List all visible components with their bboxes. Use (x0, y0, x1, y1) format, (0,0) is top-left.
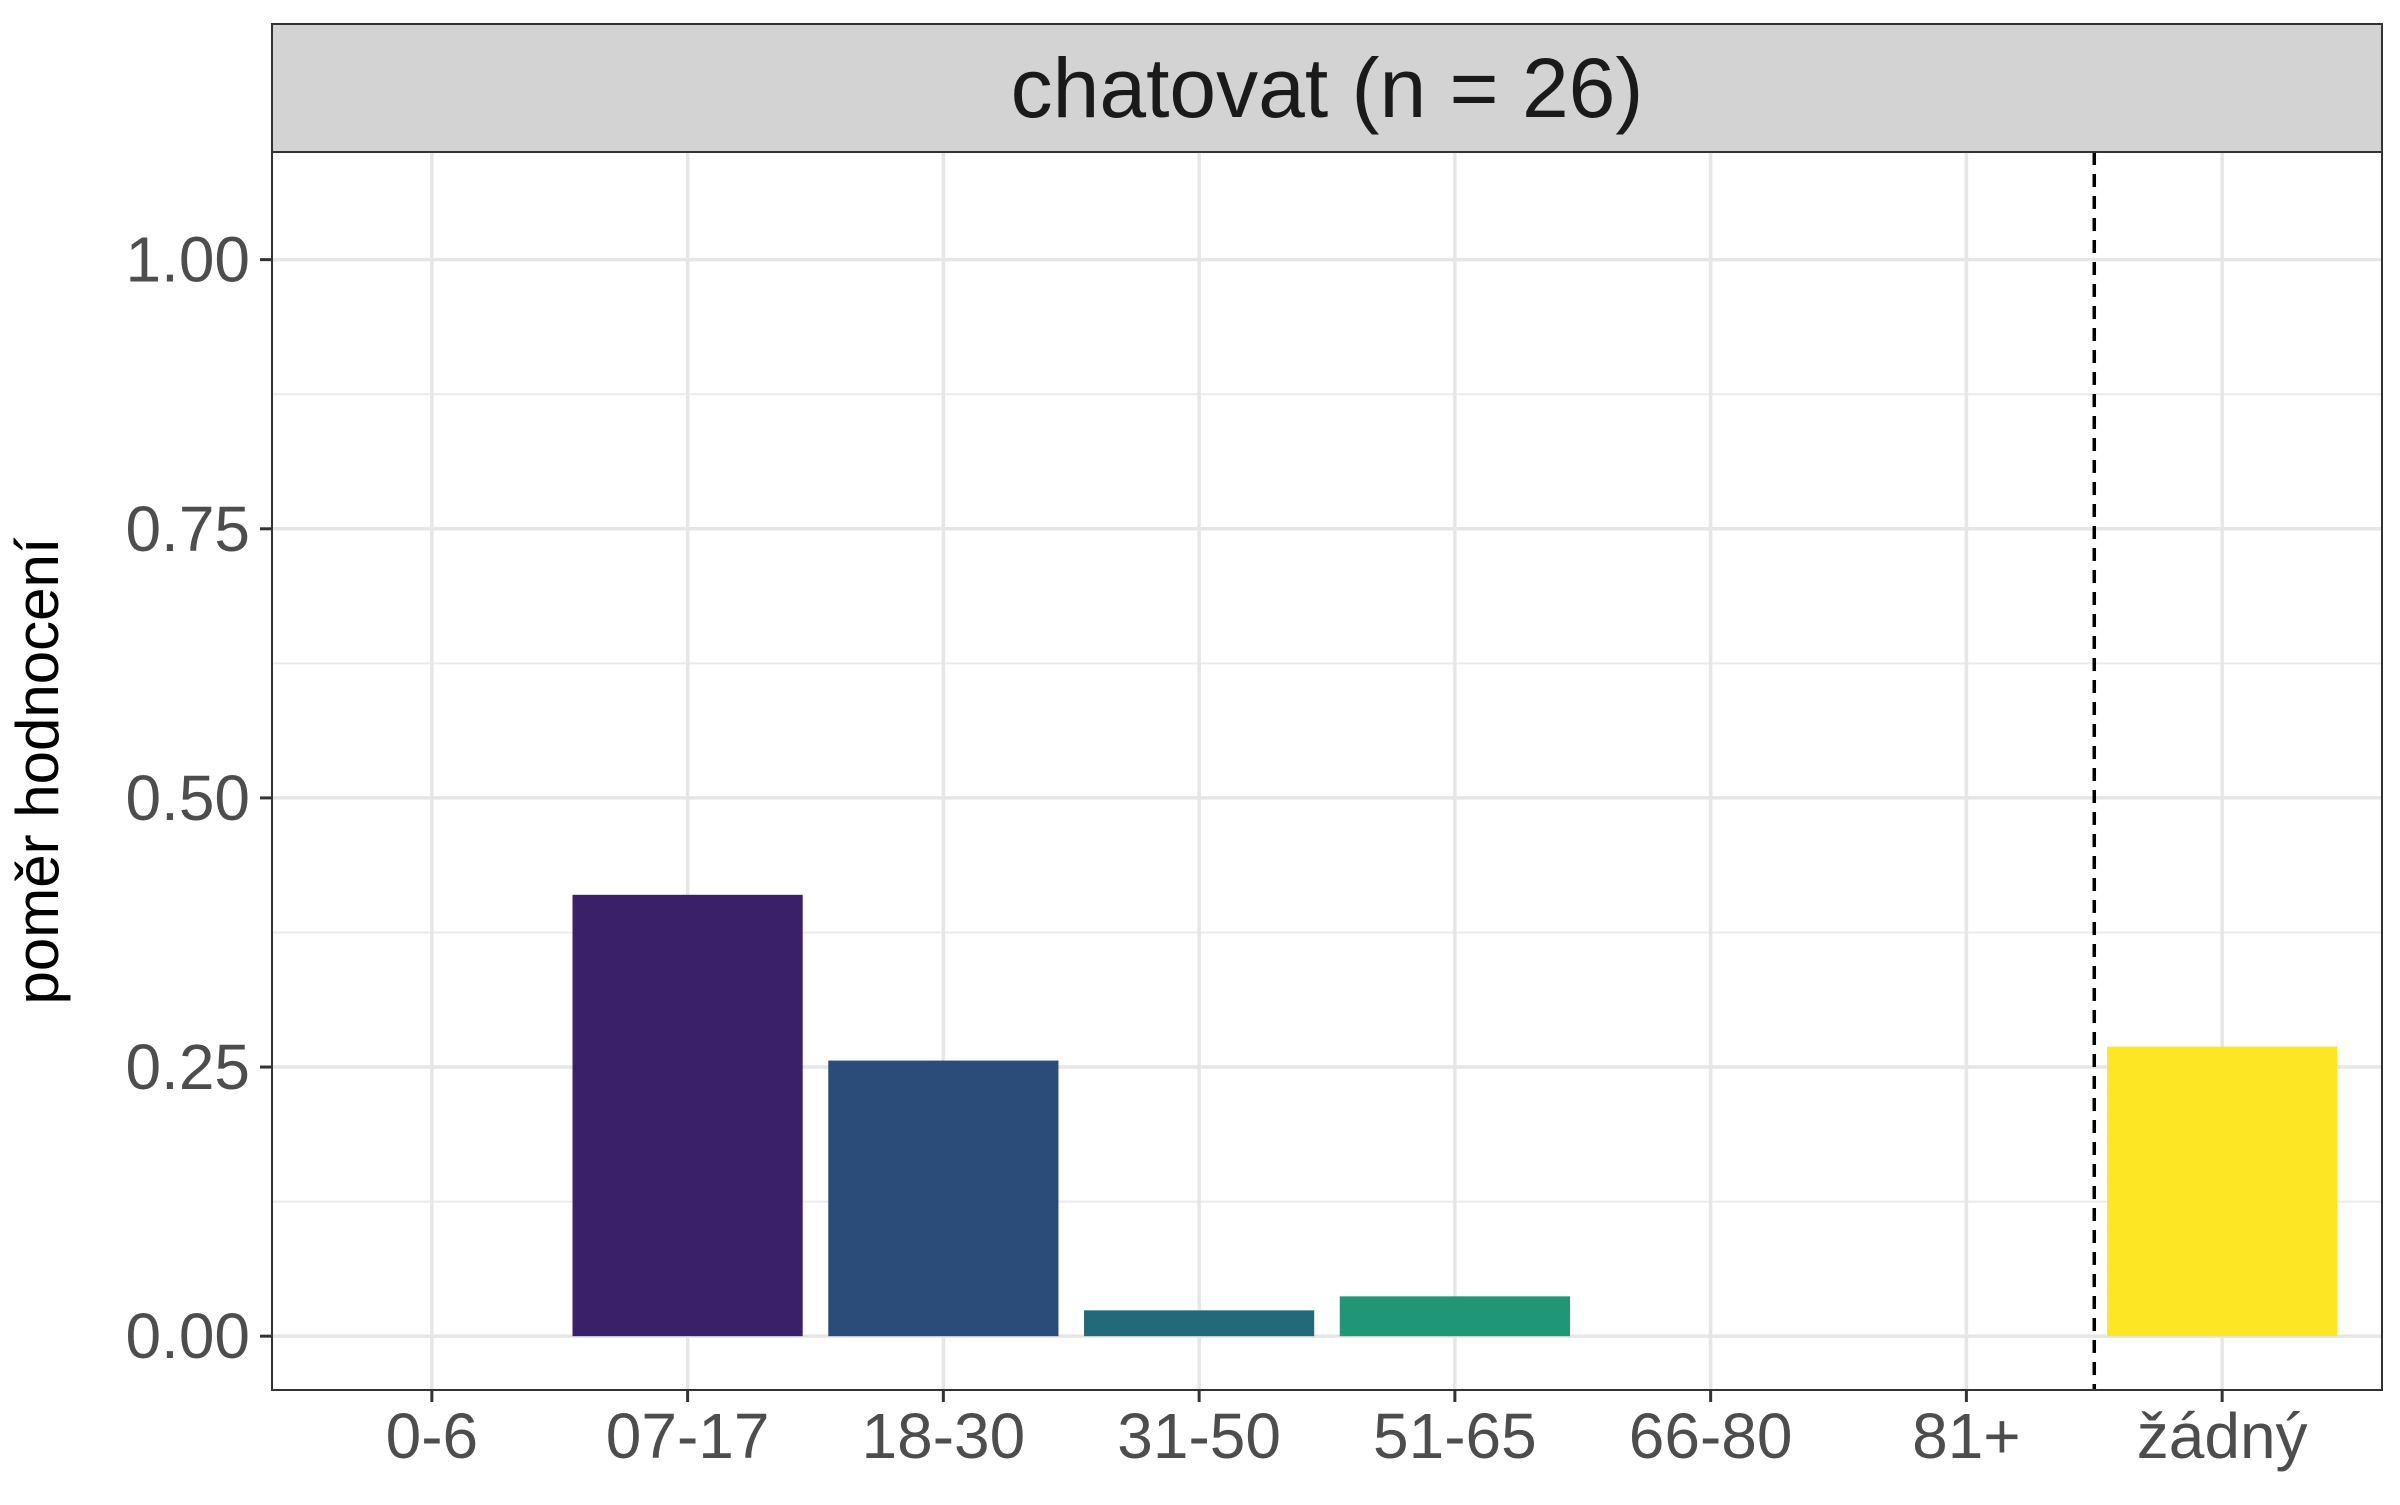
facet-strip (271, 23, 2383, 153)
x-tick-label: 31-50 (1117, 1400, 1281, 1472)
bar-31-50 (1084, 1310, 1315, 1337)
facet-title: chatovat (n = 26) (1011, 41, 1644, 135)
y-axis: 0.00 0.25 0.50 0.75 1.00 (125, 224, 272, 1372)
x-tick-label: 07-17 (606, 1400, 770, 1472)
bar-07-17 (572, 894, 803, 1337)
y-axis-label: poměr hodnocení (4, 537, 71, 1004)
x-axis: 0-6 07-17 18-30 31-50 51-65 66-80 81+ žádný (386, 1390, 2308, 1472)
x-tick-label: 51-65 (1373, 1400, 1537, 1472)
y-tick-label: 0.25 (125, 1031, 250, 1103)
bar-žádný (2107, 1046, 2338, 1337)
bar-51-65 (1339, 1296, 1570, 1337)
x-tick-label: 66-80 (1629, 1400, 1793, 1472)
y-tick-label: 1.00 (125, 224, 250, 296)
y-tick-label: 0.50 (125, 762, 250, 834)
x-tick-label: 0-6 (386, 1400, 479, 1472)
x-tick-label: žádný (2137, 1400, 2308, 1472)
bars (572, 894, 2338, 1337)
x-tick-label: 81+ (1912, 1400, 2021, 1472)
x-tick-label: 18-30 (862, 1400, 1026, 1472)
y-tick-label: 0.00 (125, 1300, 250, 1372)
bar-18-30 (828, 1060, 1059, 1337)
y-tick-label: 0.75 (125, 493, 250, 565)
